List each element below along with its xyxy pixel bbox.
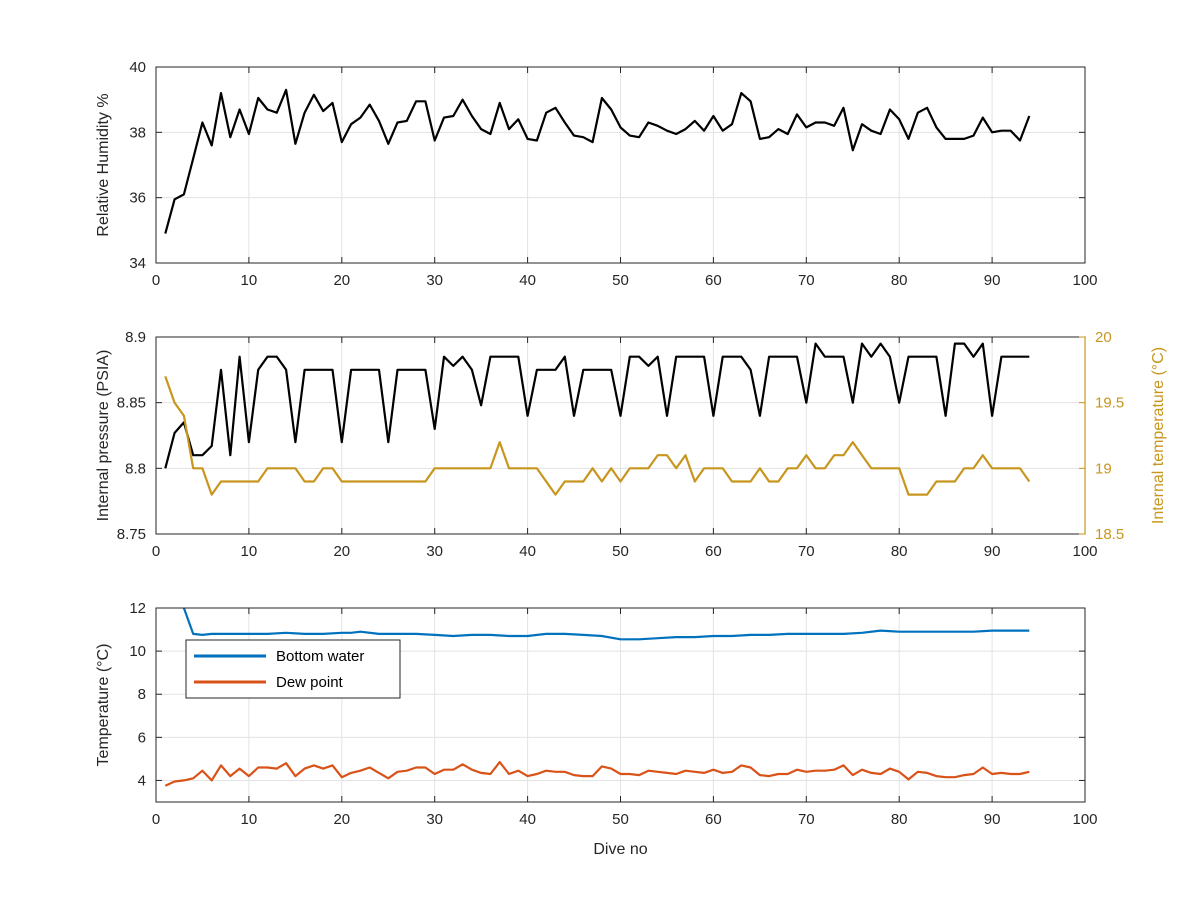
humidity-xtick-label: 100: [1072, 272, 1097, 289]
temperature-ytick-label: 8: [138, 686, 146, 703]
temperature-legend-label-1: Dew point: [276, 674, 344, 691]
pressure-ylabel: Internal pressure (PSIA): [95, 350, 112, 522]
temperature-xtick-label: 10: [241, 811, 258, 828]
pressure-xtick-label: 60: [705, 543, 722, 560]
temperature-xtick-label: 90: [984, 811, 1001, 828]
temperature-panel: 0 10 20 30 40 50 60 70 80 90 100 4 6 8 10 12 Temperature…: [95, 600, 1098, 858]
humidity-ylabel: Relative Humidity %: [95, 93, 112, 236]
humidity-xtick-label: 70: [798, 272, 815, 289]
humidity-xtick-label: 80: [891, 272, 908, 289]
humidity-xtick-label: 60: [705, 272, 722, 289]
humidity-panel: 0 10 20 30 40 50 60 70 80 90 100 34 36 38 40 Relative H…: [95, 59, 1098, 289]
pressure-xtick-label: 40: [519, 543, 536, 560]
humidity-xtick-label: 30: [426, 272, 443, 289]
humidity-ytick-label: 34: [129, 255, 146, 272]
pressure-ytick-label: 8.75: [117, 526, 146, 543]
pressure-xtick-label: 100: [1072, 543, 1097, 560]
humidity-xtick-label: 50: [612, 272, 629, 289]
pressure-right-ylabel: Internal temperature (°C): [1150, 347, 1167, 524]
humidity-xtick-label: 0: [152, 272, 160, 289]
temperature-legend: Bottom water Dew point: [185, 639, 401, 699]
pressure-ytick-label: 8.9: [125, 329, 146, 346]
temperature-legend-label-0: Bottom water: [276, 648, 364, 665]
pressure-temperature-panel: 0 10 20 30 40 50 60 70 80 90 100 8.75 8.8 8.85 8.9 18.5…: [95, 329, 1167, 560]
humidity-ytick-label: 40: [129, 59, 146, 76]
pressure-xtick-label: 20: [333, 543, 350, 560]
pressure-ytick-label: 8.85: [117, 395, 146, 412]
temperature-series-line-0: [182, 607, 1030, 641]
temperature-xlabel: Dive no: [593, 841, 647, 858]
pressure-ytick-right-label: 19: [1095, 460, 1112, 477]
pressure-series-line-1: [164, 376, 1031, 496]
temperature-ytick-label: 12: [129, 600, 146, 617]
pressure-xtick-label: 50: [612, 543, 629, 560]
humidity-ytick-label: 36: [129, 190, 146, 207]
temperature-ytick-label: 6: [138, 729, 146, 746]
temperature-xtick-label: 30: [426, 811, 443, 828]
pressure-xtick-label: 0: [152, 543, 160, 560]
temperature-ylabel: Temperature (°C): [95, 644, 112, 767]
pressure-ytick-label: 8.8: [125, 460, 146, 477]
pressure-xtick-label: 80: [891, 543, 908, 560]
temperature-ytick-label: 10: [129, 643, 146, 660]
temperature-xtick-label: 20: [333, 811, 350, 828]
humidity-xtick-label: 90: [984, 272, 1001, 289]
temperature-xtick-label: 50: [612, 811, 629, 828]
pressure-xtick-label: 90: [984, 543, 1001, 560]
humidity-xtick-label: 20: [333, 272, 350, 289]
temperature-xtick-label: 70: [798, 811, 815, 828]
humidity-xtick-label: 10: [241, 272, 258, 289]
temperature-xtick-label: 0: [152, 811, 160, 828]
temperature-legend-box: [185, 639, 401, 699]
temperature-series-line-1: [164, 760, 1030, 787]
humidity-series-line-0: [164, 88, 1031, 234]
humidity-ytick-label: 38: [129, 124, 146, 141]
temperature-xtick-label: 60: [705, 811, 722, 828]
temperature-ytick-label: 4: [138, 772, 146, 789]
temperature-xtick-label: 100: [1072, 811, 1097, 828]
pressure-series-line-0: [164, 342, 1030, 469]
humidity-xtick-label: 40: [519, 272, 536, 289]
temperature-xtick-label: 80: [891, 811, 908, 828]
pressure-ytick-right-label: 19.5: [1095, 395, 1124, 412]
pressure-xtick-label: 10: [241, 543, 258, 560]
pressure-ytick-right-label: 20: [1095, 329, 1112, 346]
pressure-xtick-label: 30: [426, 543, 443, 560]
pressure-ytick-right-label: 18.5: [1095, 526, 1124, 543]
temperature-xtick-label: 40: [519, 811, 536, 828]
pressure-xtick-label: 70: [798, 543, 815, 560]
